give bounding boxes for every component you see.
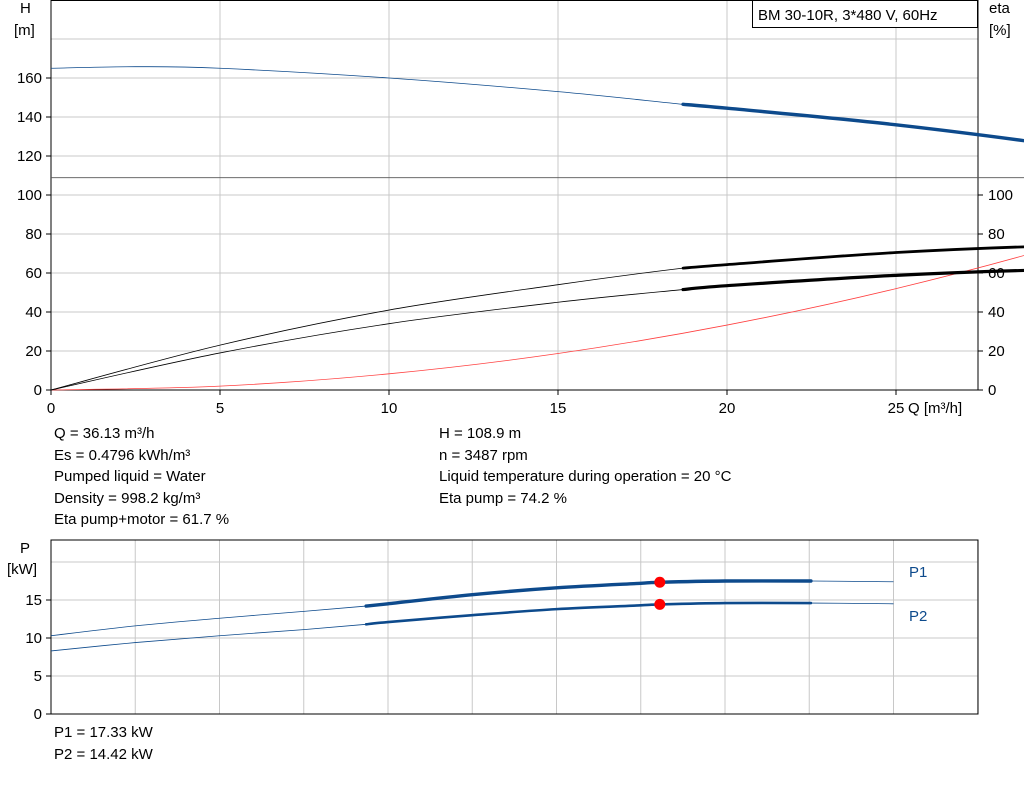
y-axis-label-right: eta: [989, 0, 1011, 17]
info-eta-pump-motor: Eta pump+motor = 61.7 %: [54, 511, 230, 528]
head-curve-operating-range: [681, 102, 1024, 143]
y-tick-label-right: 40: [988, 304, 1005, 321]
x-tick-label: 0: [47, 400, 55, 417]
system-curve-full: [50, 255, 1024, 391]
title-box: [752, 0, 978, 28]
info-p1: P1 = 17.33 kW: [54, 724, 153, 741]
y-tick-label-left: 120: [17, 148, 42, 165]
y-tick-label-left: 100: [17, 187, 42, 204]
info-speed: n = 3487 rpm: [439, 446, 528, 464]
y-tick-label-left: 140: [17, 109, 42, 126]
info-specific-energy: Es = 0.4796 kWh/m³: [54, 446, 191, 464]
bottom-plot-frame: [50, 539, 979, 715]
p2-curve-operating-range: [364, 601, 813, 626]
p1-curve-operating-range: [364, 579, 813, 608]
bottom-grid: [51, 540, 979, 714]
info-p2: P2 = 14.42 kW: [54, 745, 153, 763]
p1-marker: [654, 576, 666, 588]
y-tick-label-power: 10: [25, 630, 42, 647]
y-tick-label-power: 0: [34, 706, 42, 723]
y-tick-label-left: 60: [25, 265, 42, 282]
p2-series-label: P2: [909, 608, 927, 625]
y-axis-label-left: H: [20, 0, 31, 17]
info-liquid-temperature: Liquid temperature during operation = 20…: [439, 468, 732, 485]
y-tick-label-power: 5: [34, 668, 42, 685]
eta-pump-motor-curve-operating-range: [681, 268, 1024, 292]
chart-title: BM 30-10R, 3*480 V, 60Hz: [758, 7, 938, 24]
info-head: H = 108.9 m: [439, 425, 522, 442]
x-tick-label: 10: [381, 400, 398, 417]
y-tick-label-power: 15: [25, 592, 42, 609]
y-tick-label-left: 20: [25, 343, 42, 360]
duty-point-info-left: Q = 36.13 m³/h Es = 0.4796 kWh/m³ Pumped…: [54, 423, 229, 531]
y-axis-unit-left: [m]: [14, 22, 35, 39]
power-axis-label: P: [20, 540, 30, 557]
info-density: Density = 998.2 kg/m³: [54, 489, 201, 507]
power-axis-unit: [kW]: [7, 561, 37, 578]
y-tick-label-right: 80: [988, 226, 1005, 243]
duty-point-info-right: H = 108.9 m n = 3487 rpm Liquid temperat…: [439, 423, 731, 509]
power-info: P1 = 17.33 kW P2 = 14.42 kW: [54, 722, 153, 765]
info-eta-pump: Eta pump = 74.2 %: [439, 489, 567, 507]
p2-marker: [654, 598, 666, 610]
y-tick-label-left: 160: [17, 70, 42, 87]
x-tick-label: 15: [550, 400, 567, 417]
eta-pump-curve-operating-range: [681, 245, 1024, 270]
y-tick-label-right: 0: [988, 382, 996, 399]
info-pumped-liquid: Pumped liquid = Water: [54, 468, 206, 485]
y-axis-unit-right: [%]: [989, 22, 1011, 39]
y-tick-label-right: 100: [988, 187, 1013, 204]
x-axis-label: Q [m³/h]: [908, 400, 962, 417]
y-tick-label-right: 60: [988, 265, 1005, 282]
y-tick-label-left: 40: [25, 304, 42, 321]
x-tick-label: 5: [216, 400, 224, 417]
bottom-plot-area: [51, 540, 978, 714]
info-flow: Q = 36.13 m³/h: [54, 425, 155, 442]
x-tick-label: 20: [719, 400, 736, 417]
y-tick-label-left: 0: [34, 382, 42, 399]
x-tick-label: 25: [888, 400, 905, 417]
y-tick-label-left: 80: [25, 226, 42, 243]
y-tick-label-right: 20: [988, 343, 1005, 360]
p1-series-label: P1: [909, 564, 927, 581]
